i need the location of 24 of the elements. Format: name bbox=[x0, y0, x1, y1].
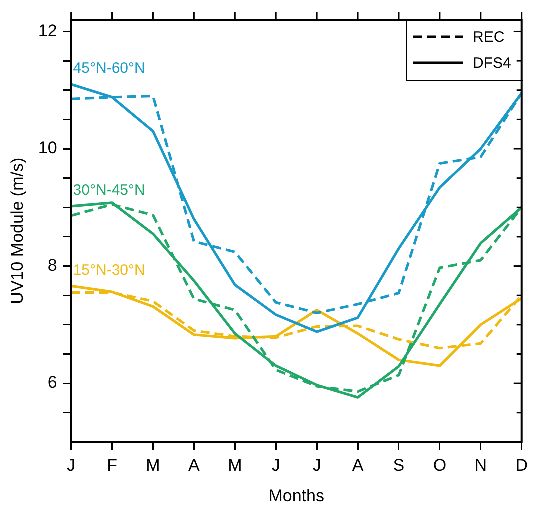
annotation: DFS4 bbox=[473, 54, 512, 72]
y-tick-label: 12 bbox=[38, 21, 58, 40]
x-tick-label: J bbox=[67, 456, 76, 476]
x-tick-label: F bbox=[107, 456, 118, 476]
y-axis-title: UV10 Module (m/s) bbox=[8, 158, 27, 304]
x-tick-label: A bbox=[352, 456, 364, 476]
y-tick-label: 6 bbox=[48, 373, 58, 392]
key-box: REC DFS4 bbox=[406, 20, 523, 81]
x-tick-label: J bbox=[312, 456, 322, 476]
x-tick-label: M bbox=[228, 456, 242, 476]
x-axis-title: Months bbox=[268, 486, 324, 506]
x-tick-label: S bbox=[393, 456, 405, 476]
x-tick-label: O bbox=[433, 456, 447, 476]
series-label: 45°N-60°N bbox=[73, 60, 146, 78]
x-tick-label: D bbox=[516, 456, 528, 476]
y-tick-label: 8 bbox=[48, 256, 58, 275]
series-label: 30°N-45°N bbox=[73, 182, 146, 200]
x-tick-label: N bbox=[474, 456, 488, 476]
x-tick-label: J bbox=[272, 456, 280, 476]
x-tick-label: A bbox=[188, 456, 201, 476]
y-tick-label: 10 bbox=[38, 138, 58, 158]
annotation: REC bbox=[473, 28, 505, 46]
series-label: 15°N-30°N bbox=[73, 262, 146, 279]
x-tick-label: M bbox=[146, 456, 160, 476]
